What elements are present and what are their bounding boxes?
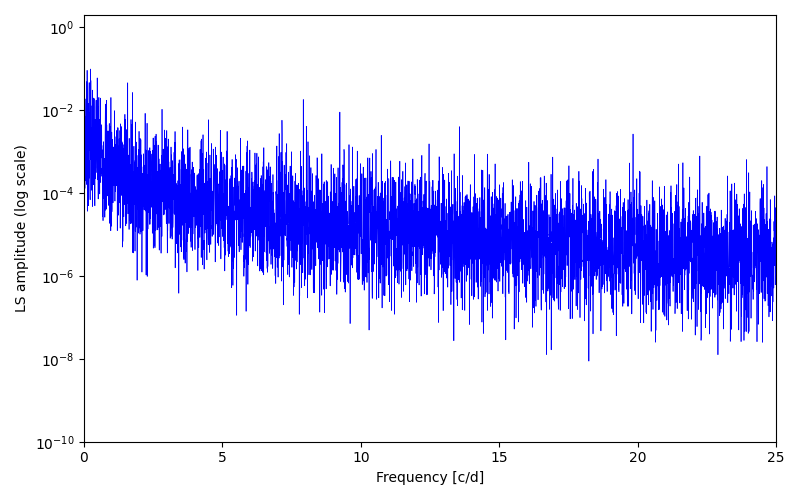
Y-axis label: LS amplitude (log scale): LS amplitude (log scale) [15,144,29,312]
X-axis label: Frequency [c/d]: Frequency [c/d] [376,471,484,485]
